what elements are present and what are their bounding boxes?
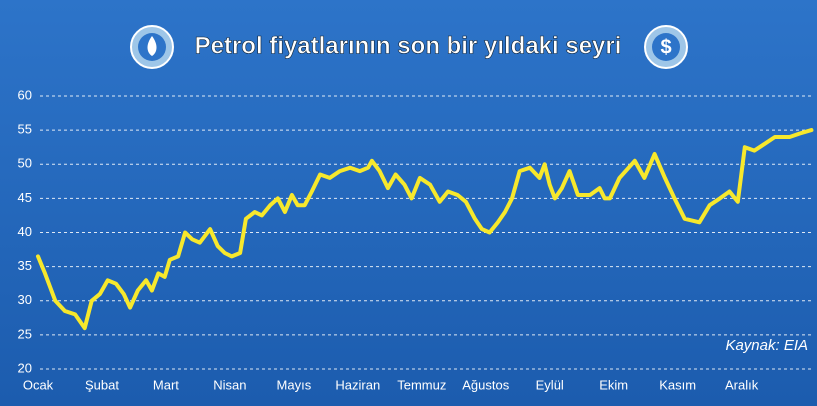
x-tick-label: Nisan (213, 377, 246, 392)
y-tick-label: 25 (18, 326, 32, 341)
price-line (36, 128, 814, 331)
x-tick-label: Haziran (335, 377, 380, 392)
x-tick-label: Ağustos (462, 377, 509, 392)
icon-right: $ (644, 25, 688, 69)
svg-text:$: $ (660, 36, 671, 58)
x-tick-label: Eylül (536, 377, 564, 392)
y-tick-label: 30 (18, 292, 32, 307)
x-tick-label: Mayıs (277, 377, 312, 392)
source-note: Kaynak: EIA (725, 337, 808, 354)
x-tick-label: Ocak (23, 377, 54, 392)
x-tick-label: Kasım (659, 377, 696, 392)
y-tick-label: 50 (18, 156, 32, 171)
icon-left (130, 25, 174, 69)
y-tick-label: 45 (18, 190, 32, 205)
x-tick-label: Şubat (85, 377, 119, 392)
x-tick-label: Ekim (599, 377, 628, 392)
x-tick-label: Mart (153, 377, 179, 392)
y-tick-label: 55 (18, 122, 32, 137)
y-tick-label: 40 (18, 224, 32, 239)
y-tick-label: 20 (18, 360, 32, 375)
x-tick-label: Aralık (725, 377, 759, 392)
chart-title: Petrol fiyatlarının son bir yıldaki seyr… (195, 32, 622, 59)
x-tick-label: Temmuz (397, 377, 446, 392)
y-tick-label: 60 (18, 87, 32, 102)
y-tick-label: 35 (18, 258, 32, 273)
